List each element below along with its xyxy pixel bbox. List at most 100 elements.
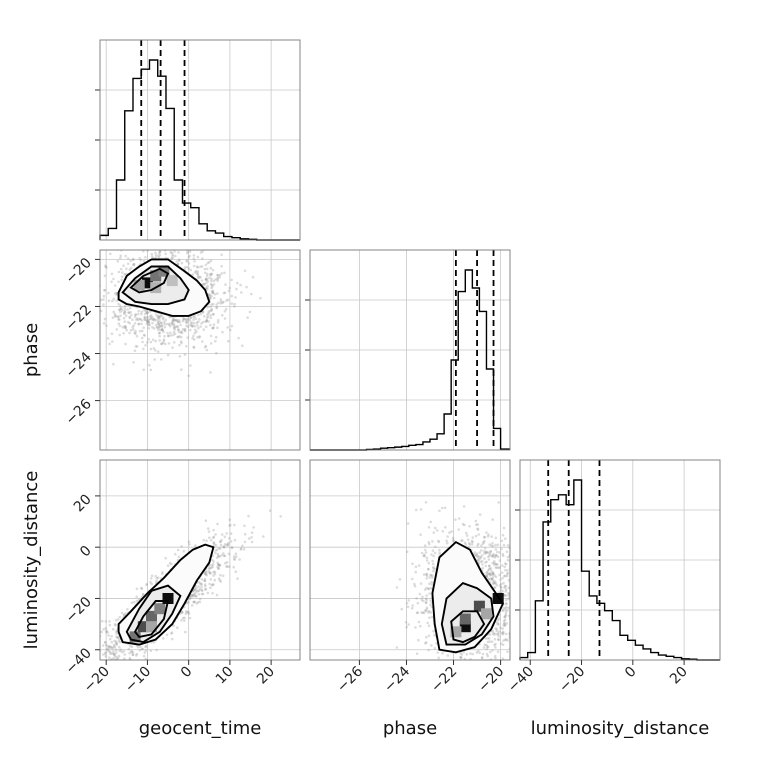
sample-point <box>227 541 230 545</box>
sample-point <box>515 569 518 572</box>
sample-point <box>220 538 223 542</box>
sample-point <box>432 567 435 570</box>
sample-point <box>413 584 417 588</box>
sample-point <box>476 528 480 531</box>
sample-point <box>446 654 450 657</box>
sample-point <box>217 554 220 558</box>
sample-point <box>178 355 182 358</box>
sample-point <box>156 576 160 579</box>
sample-point <box>211 565 214 569</box>
sample-point <box>229 532 233 535</box>
y-tick-label: −22 <box>63 302 95 334</box>
sample-point <box>106 645 109 648</box>
sample-point <box>158 325 162 328</box>
sample-point <box>143 318 146 321</box>
sample-point <box>415 597 418 600</box>
sample-point <box>478 513 482 516</box>
sample-point <box>434 545 437 549</box>
sample-point <box>450 530 454 533</box>
sample-point <box>515 591 518 594</box>
sample-point <box>192 345 195 349</box>
sample-point <box>197 585 200 588</box>
sample-point <box>118 615 122 619</box>
sample-point <box>491 649 494 652</box>
sample-point <box>91 317 94 320</box>
sample-point <box>462 505 466 508</box>
sample-point <box>483 535 487 539</box>
sample-point <box>130 650 133 654</box>
sample-point <box>177 318 181 322</box>
sample-point <box>216 273 219 277</box>
sample-point <box>109 645 113 649</box>
density-cell <box>166 275 178 287</box>
sample-point <box>195 330 198 334</box>
sample-point <box>112 297 115 301</box>
sample-point <box>161 328 164 332</box>
sample-point <box>95 332 98 335</box>
sample-point <box>486 645 490 649</box>
sample-point <box>223 317 227 320</box>
sample-point <box>128 644 132 648</box>
sample-point <box>507 579 510 582</box>
sample-point <box>233 305 236 308</box>
sample-point <box>499 588 503 592</box>
sample-point <box>427 568 430 571</box>
sample-point <box>183 353 187 356</box>
sample-point <box>504 638 508 641</box>
sample-point <box>187 610 190 614</box>
sample-point <box>136 317 139 320</box>
sample-point <box>444 526 447 529</box>
sample-point <box>145 311 149 315</box>
sample-point <box>485 574 489 577</box>
sample-point <box>433 567 437 571</box>
sample-point <box>140 319 144 322</box>
sample-point <box>146 315 149 319</box>
sample-point <box>228 565 231 568</box>
sample-point <box>498 573 501 577</box>
sample-point <box>462 707 465 710</box>
sample-point <box>217 564 221 567</box>
sample-point <box>485 575 489 579</box>
sample-point <box>144 649 148 652</box>
sample-point <box>193 588 197 592</box>
sample-point <box>217 567 220 570</box>
sample-point <box>191 595 194 598</box>
sample-point <box>475 552 479 555</box>
sample-point <box>216 563 220 566</box>
sample-point <box>216 279 219 283</box>
contour-line <box>440 582 495 646</box>
sample-point <box>185 345 188 348</box>
sample-point <box>215 305 219 309</box>
sample-point <box>134 329 137 333</box>
sample-point <box>122 650 126 653</box>
sample-point <box>167 334 170 338</box>
sample-point <box>152 327 156 330</box>
sample-point <box>435 529 439 532</box>
sample-point <box>117 654 121 658</box>
sample-point <box>132 262 135 266</box>
sample-point <box>150 255 154 258</box>
sample-point <box>189 268 192 272</box>
sample-point <box>522 561 525 564</box>
sample-point <box>247 537 251 540</box>
sample-point <box>420 598 424 602</box>
sample-point <box>102 653 105 656</box>
sample-point <box>139 318 142 321</box>
sample-point <box>219 540 222 543</box>
sample-point <box>104 265 107 269</box>
sample-point <box>100 298 103 302</box>
sample-point <box>145 582 149 586</box>
sample-point <box>111 299 114 303</box>
sample-point <box>504 602 508 605</box>
sample-point <box>493 581 496 584</box>
sample-point <box>227 552 231 556</box>
sample-point <box>147 323 150 327</box>
sample-point <box>487 551 491 555</box>
sample-point <box>143 316 146 319</box>
sample-point <box>492 563 496 566</box>
sample-point <box>489 567 493 570</box>
x-tick-label: −20 <box>81 664 113 696</box>
sample-point <box>428 592 431 595</box>
sample-point <box>192 593 195 596</box>
sample-point <box>200 592 204 596</box>
